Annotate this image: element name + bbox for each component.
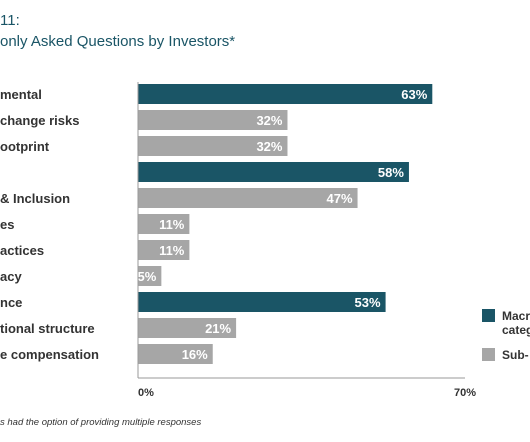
category-label: change risks bbox=[0, 113, 80, 128]
bar-value-label: 21% bbox=[205, 321, 231, 336]
bar-value-label: 11% bbox=[159, 217, 185, 232]
chart-footnote: s had the option of providing multiple r… bbox=[0, 417, 202, 428]
legend-swatch bbox=[482, 309, 495, 322]
bar-value-label: 11% bbox=[159, 243, 185, 258]
bar-value-label: 32% bbox=[256, 113, 282, 128]
bar bbox=[138, 162, 409, 182]
legend-label-line-2: categ bbox=[502, 323, 530, 337]
chart-title-line-1: 11: bbox=[0, 12, 20, 29]
x-tick-label: 70% bbox=[454, 387, 476, 399]
legend-label: Macr bbox=[502, 309, 530, 323]
bar-value-label: 32% bbox=[256, 139, 282, 154]
legend-label: Sub- bbox=[502, 348, 529, 362]
bar bbox=[138, 292, 386, 312]
bar bbox=[138, 318, 237, 338]
category-label: e compensation bbox=[0, 347, 99, 362]
bar-value-label: 53% bbox=[355, 295, 381, 310]
category-label: nce bbox=[0, 295, 22, 310]
category-label: tional structure bbox=[0, 321, 95, 336]
category-label: es bbox=[0, 217, 14, 232]
bar bbox=[138, 188, 358, 208]
legend-swatch bbox=[482, 348, 495, 361]
chart-title-line-2: only Asked Questions by Investors* bbox=[0, 33, 236, 50]
bar bbox=[138, 240, 190, 260]
bar bbox=[138, 110, 288, 130]
category-label: acy bbox=[0, 269, 22, 284]
category-label: & Inclusion bbox=[0, 191, 70, 206]
bar bbox=[138, 136, 288, 156]
bar-value-label: 16% bbox=[182, 347, 208, 362]
bar-value-label: 63% bbox=[401, 87, 427, 102]
bar bbox=[138, 214, 190, 234]
x-tick-label: 0% bbox=[138, 387, 154, 399]
category-label: mental bbox=[0, 87, 42, 102]
category-label: ootprint bbox=[0, 139, 50, 154]
bar-value-label: 5% bbox=[138, 269, 157, 284]
bar bbox=[138, 266, 162, 286]
category-label: actices bbox=[0, 243, 44, 258]
bar-value-label: 47% bbox=[327, 191, 353, 206]
bar bbox=[138, 344, 213, 364]
bar-value-label: 58% bbox=[378, 165, 404, 180]
bar bbox=[138, 84, 433, 104]
